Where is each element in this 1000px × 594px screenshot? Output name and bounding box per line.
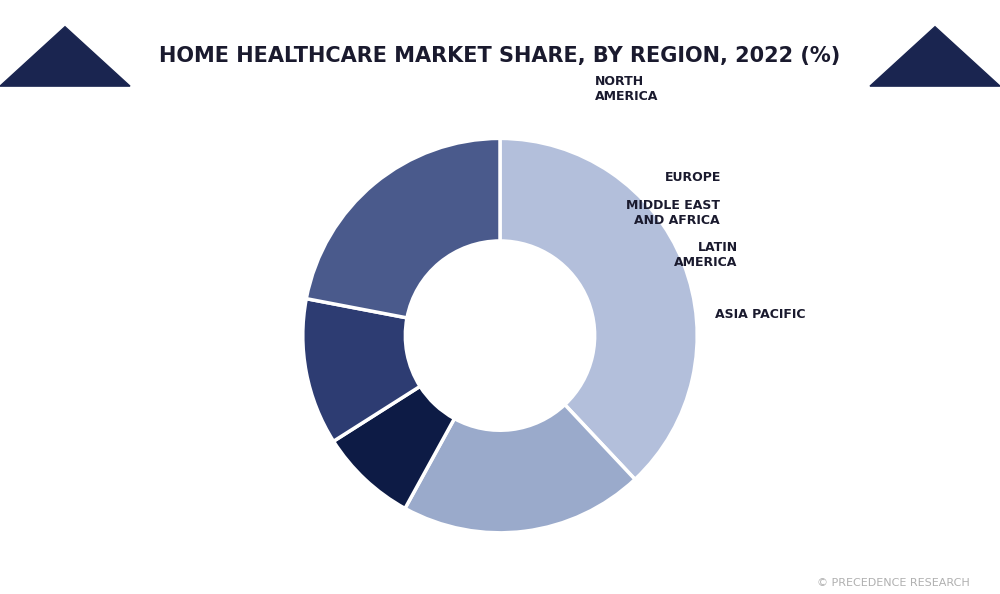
Text: LATIN
AMERICA: LATIN AMERICA [674,241,738,269]
Text: MIDDLE EAST
AND AFRICA: MIDDLE EAST AND AFRICA [626,200,720,228]
Wedge shape [500,138,697,479]
Polygon shape [870,27,1000,86]
Wedge shape [333,386,454,508]
Polygon shape [0,27,130,86]
Text: NORTH
AMERICA: NORTH AMERICA [595,75,658,103]
Wedge shape [405,405,635,533]
Wedge shape [306,138,500,318]
Text: © PRECEDENCE RESEARCH: © PRECEDENCE RESEARCH [817,578,970,588]
Wedge shape [303,299,420,441]
Text: HOME HEALTHCARE MARKET SHARE, BY REGION, 2022 (%): HOME HEALTHCARE MARKET SHARE, BY REGION,… [159,46,841,67]
Text: EUROPE: EUROPE [665,171,722,184]
Text: ASIA PACIFIC: ASIA PACIFIC [715,308,806,321]
